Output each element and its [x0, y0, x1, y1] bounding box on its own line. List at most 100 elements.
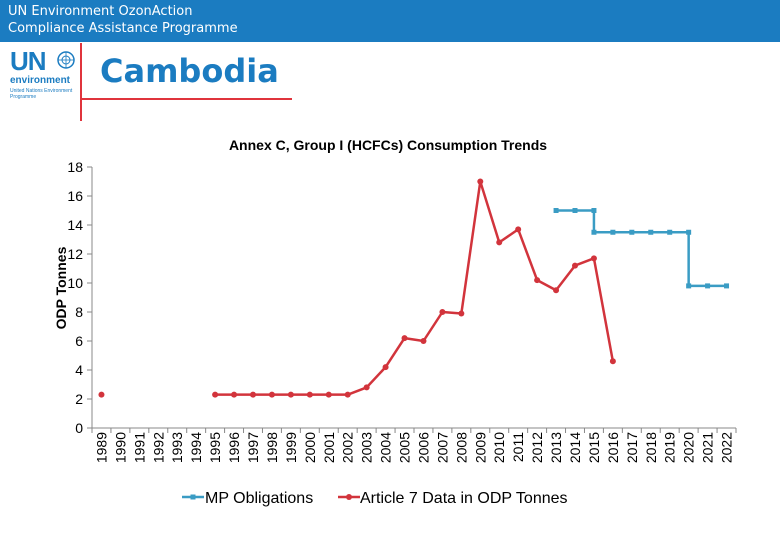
article7-data-point [572, 262, 578, 269]
x-tick-label: 2004 [378, 432, 394, 463]
x-tick-label: 2014 [567, 432, 583, 463]
x-tick-label: 1989 [93, 432, 109, 463]
y-tick-label: 0 [75, 420, 83, 436]
x-axis-ticks: 1989 1990 1991 1992 1993 1994 1995 1996 1997 1998… [91, 428, 737, 463]
article7-data-point [534, 277, 541, 284]
mp-obligations-point [686, 283, 692, 289]
y-tick-label: 4 [75, 362, 83, 378]
x-tick-label: 1990 [112, 432, 128, 463]
x-tick-label: 1998 [264, 432, 280, 463]
x-tick-label: 2016 [605, 432, 621, 463]
x-tick-label: 1992 [150, 432, 166, 463]
article7-data-point [496, 239, 503, 246]
article7-data-point [420, 338, 427, 344]
article7-data-point [477, 178, 484, 185]
x-tick-label: 2013 [548, 432, 564, 463]
x-tick-label: 1995 [207, 432, 223, 463]
x-tick-label: 2017 [624, 432, 640, 463]
mp-obligations-series-line [556, 209, 727, 288]
x-tick-label: 2003 [359, 432, 375, 463]
x-tick-label: 2018 [643, 432, 659, 463]
x-tick-label: 2022 [719, 432, 735, 463]
x-tick-label: 2009 [472, 432, 488, 463]
article7-data-point [382, 364, 389, 371]
x-tick-label: 1994 [188, 432, 204, 463]
accent-divider-horizontal [82, 98, 292, 100]
mp-obligations-point [591, 229, 597, 235]
x-tick-label: 2010 [491, 432, 507, 463]
logo-caption: United Nations Environment Programme [10, 88, 73, 100]
header-line-2: Compliance Assistance Programme [8, 21, 238, 36]
x-tick-label: 2012 [529, 432, 545, 463]
mp-obligations-point [629, 229, 635, 235]
y-tick-label: 12 [67, 246, 83, 262]
y-tick-label: 14 [67, 217, 83, 233]
logo-subtext: environment [10, 75, 71, 86]
article7-data-point [306, 391, 313, 398]
x-tick-label: 2005 [397, 432, 413, 463]
un-environment-logo: UN environment United Nations Environmen… [6, 46, 78, 120]
legend-mp-label: MP Obligations [205, 490, 313, 507]
header-line-1: UN Environment OzonAction [8, 4, 193, 19]
y-axis-ticks: 0 2 4 6 8 10 12 14 16 18 [67, 159, 92, 436]
article7-data-point [363, 384, 370, 391]
x-tick-label: 2008 [453, 432, 469, 463]
x-tick-label: 2021 [700, 432, 716, 463]
y-tick-label: 2 [75, 391, 83, 407]
y-tick-label: 6 [75, 333, 83, 349]
article7-data-point [268, 391, 275, 398]
article7-data-point [212, 391, 219, 398]
mp-obligations-point [686, 229, 692, 235]
mp-obligations-point [667, 229, 673, 235]
chart-legend: MP Obligations Article 7 Data in ODP Tonn… [182, 490, 568, 507]
y-tick-label: 18 [67, 159, 83, 175]
chart-series [98, 178, 730, 398]
page-title: Cambodia [100, 52, 279, 90]
x-tick-label: 1991 [131, 432, 147, 463]
article7-data-point [231, 391, 238, 398]
article7-data-point [439, 309, 446, 315]
article7-data-point [98, 391, 105, 398]
article7-data-point [401, 335, 408, 342]
un-emblem-icon [57, 51, 75, 69]
article7-data-point [250, 391, 256, 398]
legend-art7-marker [346, 494, 352, 500]
article7-data-point [590, 255, 597, 262]
mp-obligations-point [705, 283, 711, 289]
x-tick-label: 2000 [302, 432, 318, 463]
article7-data-point [344, 391, 351, 398]
legend-art7-label: Article 7 Data in ODP Tonnes [360, 490, 568, 507]
article7-data-point [287, 391, 294, 398]
mp-obligations-point [724, 283, 730, 289]
x-tick-label: 1997 [245, 432, 261, 463]
article7-data-point [609, 358, 616, 365]
article7-data-point [325, 391, 332, 398]
x-tick-label: 2020 [681, 432, 697, 463]
y-tick-label: 16 [67, 188, 83, 204]
article7-data-point [553, 287, 560, 294]
article7-data-series-line [215, 180, 615, 396]
x-tick-label: 2015 [586, 432, 602, 463]
x-tick-label: 1993 [169, 432, 185, 463]
article7-data-point [458, 310, 465, 317]
chart-axes [91, 167, 736, 429]
mp-obligations-point [572, 208, 578, 213]
x-tick-label: 2006 [415, 432, 431, 463]
mp-obligations-point [610, 229, 616, 235]
legend-mp-marker [190, 494, 196, 500]
x-tick-label: 2002 [340, 432, 356, 463]
mp-obligations-point [553, 208, 559, 213]
y-tick-label: 8 [75, 304, 83, 320]
y-axis-label: ODP Tonnes [53, 246, 69, 329]
accent-divider-vertical [80, 43, 82, 121]
mp-obligations-point [648, 229, 654, 235]
x-tick-label: 2019 [662, 432, 678, 463]
y-tick-label: 10 [67, 275, 83, 291]
header-bar: UN Environment OzonAction Compliance Ass… [0, 0, 780, 42]
x-tick-label: 1999 [283, 432, 299, 463]
chart-title: Annex C, Group I (HCFCs) Consumption Tre… [229, 137, 547, 153]
article7-data-point [515, 226, 522, 233]
x-tick-label: 2007 [434, 432, 450, 463]
x-tick-label: 2011 [510, 432, 526, 462]
